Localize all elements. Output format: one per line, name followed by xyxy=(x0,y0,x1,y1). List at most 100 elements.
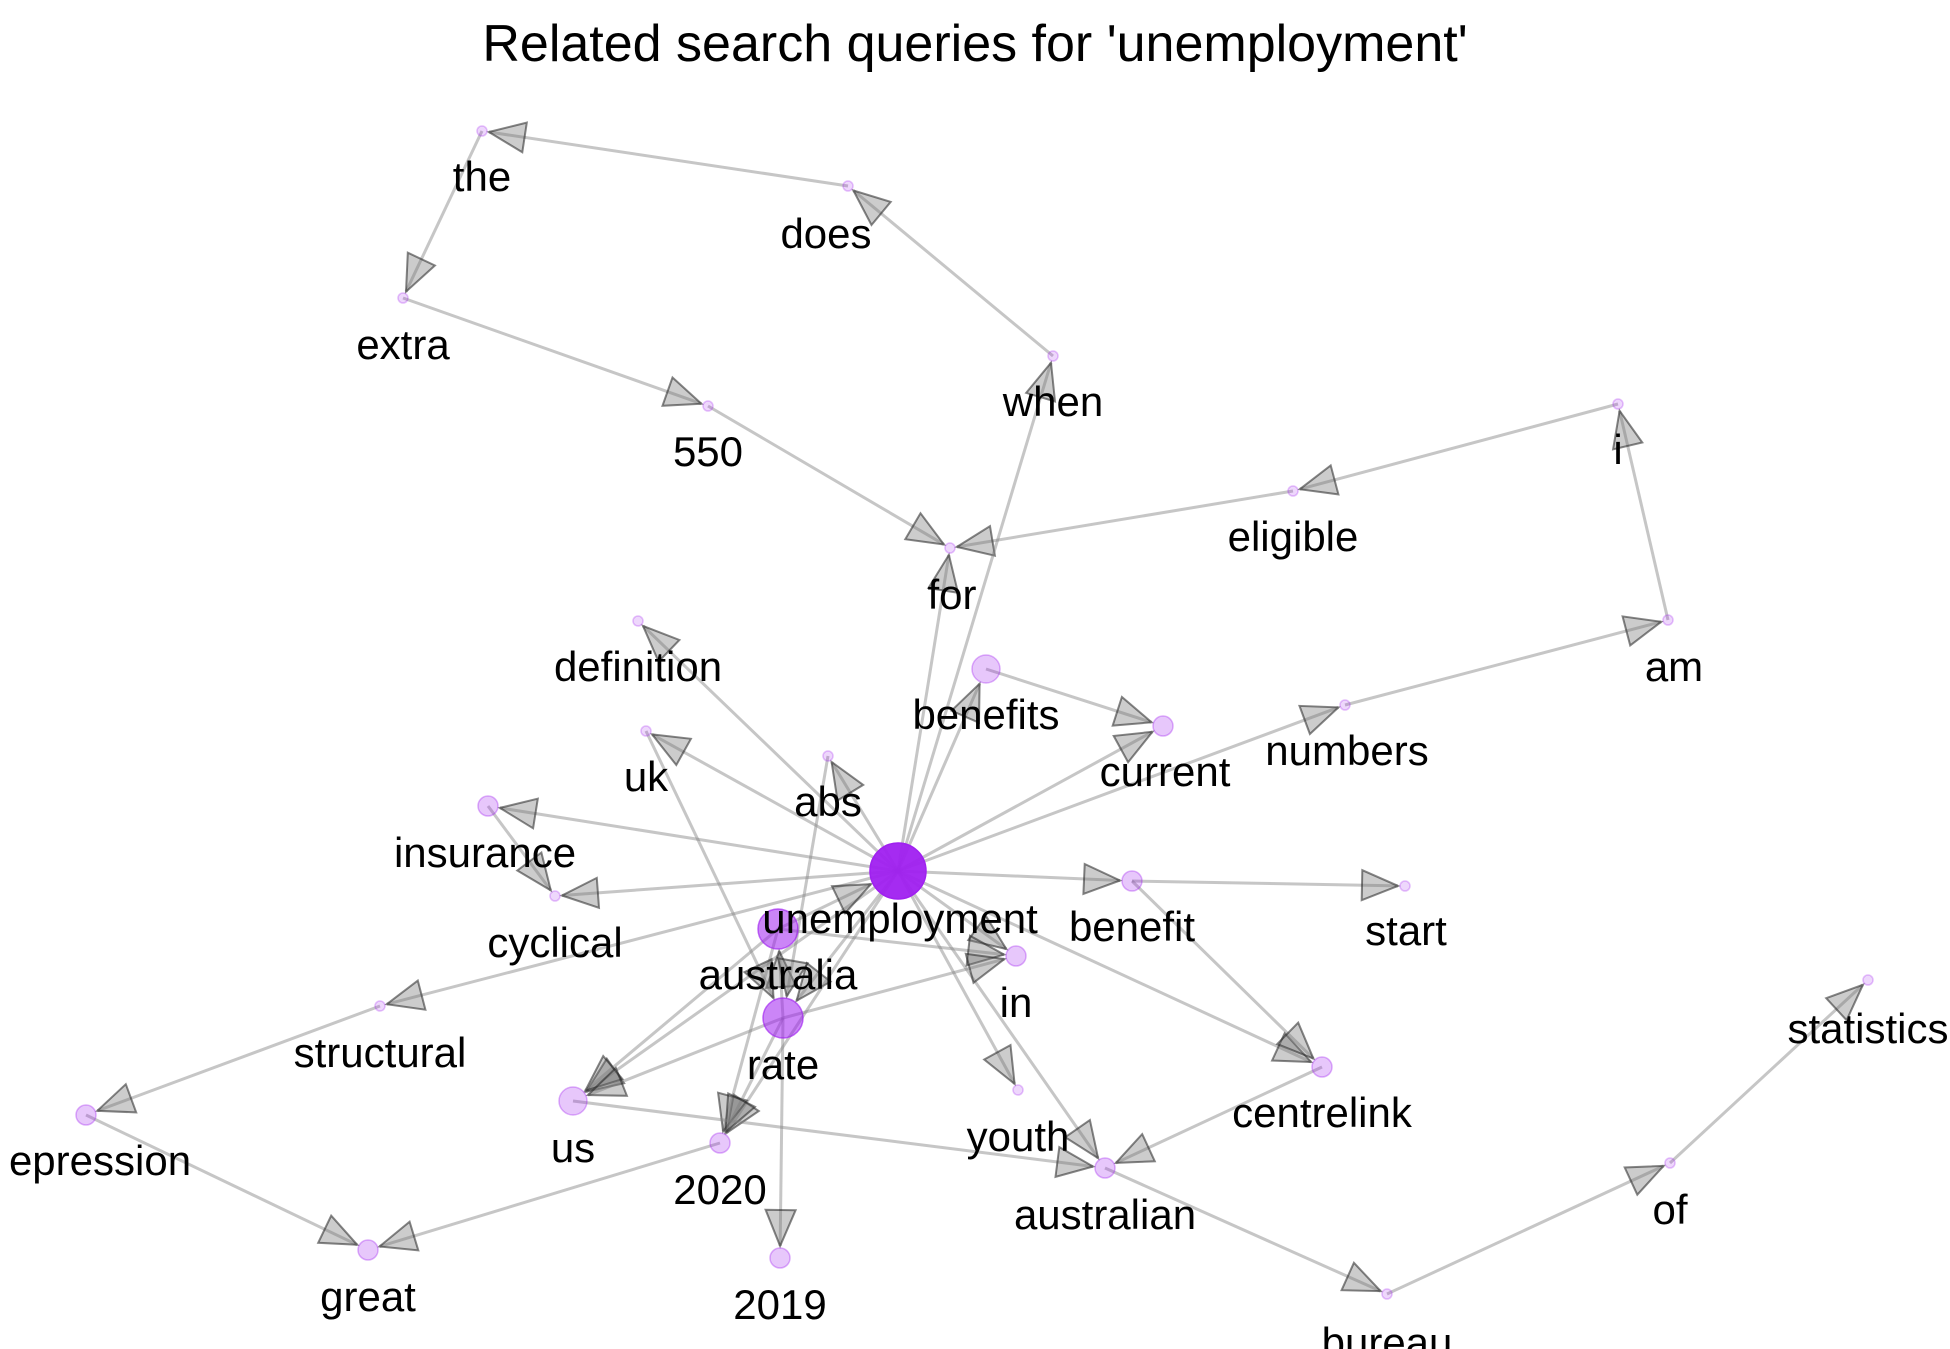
arrowhead-unemployment-for xyxy=(926,552,960,595)
arrowhead-rate-us xyxy=(585,1066,629,1097)
edge-us-australian xyxy=(572,1099,1094,1168)
edge-unemployment-centrelink xyxy=(897,869,1312,1064)
edge-unemployment-benefits xyxy=(896,683,981,872)
node-eligible xyxy=(1287,485,1299,497)
edge-does-the xyxy=(488,130,849,188)
edges-layer xyxy=(85,121,1865,1296)
edge-2020-great xyxy=(379,1141,721,1248)
node-insurance xyxy=(477,795,499,817)
node-numbers xyxy=(1339,699,1351,711)
edge-australia-us xyxy=(584,927,779,1092)
edge-australia-in xyxy=(777,927,1005,957)
arrowhead-australia-us xyxy=(583,1054,625,1093)
arrowhead-unemployment-current xyxy=(1112,730,1155,764)
node-label-when: when xyxy=(1002,378,1103,425)
arrowhead-numbers-am xyxy=(1621,615,1664,648)
node-label-extra: extra xyxy=(356,321,450,368)
node-great xyxy=(357,1239,379,1261)
edge-eligible-for xyxy=(956,489,1294,549)
node-does xyxy=(842,180,854,192)
node-label-does: does xyxy=(780,210,871,257)
node-label-unemployment: unemployment xyxy=(762,895,1038,942)
node-label-benefit: benefit xyxy=(1069,903,1195,950)
node-bureau xyxy=(1381,1288,1393,1300)
node-cyclical xyxy=(549,890,561,902)
node-depression xyxy=(75,1104,97,1126)
edge-extra-550 xyxy=(402,296,702,406)
arrowhead-when-does xyxy=(851,188,893,227)
arrowhead-rate-2019 xyxy=(764,1208,798,1249)
arrowhead-2020-great xyxy=(377,1219,420,1252)
node-the xyxy=(476,125,488,137)
edge-benefits-current xyxy=(985,667,1153,724)
edge-unemployment-benefit xyxy=(897,869,1121,882)
arrowhead-am-i xyxy=(1611,408,1644,451)
arrowhead-unemployment-numbers xyxy=(1298,704,1341,736)
arrowhead-unemployment-australian xyxy=(1063,1118,1100,1161)
arrowhead-does-the xyxy=(486,121,529,154)
arrowhead-depression-great xyxy=(316,1213,360,1246)
node-in xyxy=(1005,945,1027,967)
arrowhead-bureau-of xyxy=(1623,1164,1666,1197)
edge-i-eligible xyxy=(1299,402,1619,491)
edge-benefit-start xyxy=(1131,879,1399,888)
arrowhead-eligible-for xyxy=(954,524,997,558)
node-label-youth: youth xyxy=(967,1113,1070,1160)
edge-depression-great xyxy=(85,1113,358,1247)
node-label-insurance: insurance xyxy=(394,829,576,876)
edge-unemployment-structural xyxy=(386,869,899,1006)
arrowhead-unemployment-abs xyxy=(830,759,866,803)
edge-structural-depression xyxy=(96,1004,381,1113)
arrowhead-unemployment-youth xyxy=(982,1043,1016,1087)
arrowhead-benefit-start xyxy=(1360,868,1401,902)
node-definition xyxy=(632,615,644,627)
node-label-eligible: eligible xyxy=(1228,513,1359,560)
edge-550-for xyxy=(707,404,945,546)
arrowhead-centrelink-australian xyxy=(1113,1132,1157,1164)
edge-numbers-am xyxy=(1344,620,1662,707)
edge-unemployment-2020 xyxy=(725,870,900,1134)
node-uk xyxy=(640,725,652,737)
node-2019 xyxy=(769,1247,791,1269)
node-label-bureau: bureau xyxy=(1322,1319,1453,1349)
arrowhead-unemployment-structural xyxy=(384,978,427,1011)
node-2020 xyxy=(709,1132,731,1154)
edge-unemployment-definition xyxy=(642,624,900,873)
arrowhead-australia-unemployment xyxy=(830,882,874,915)
arrowhead-rate-2020 xyxy=(724,1091,757,1135)
node-i xyxy=(1612,398,1624,410)
arrowhead-australian-bureau xyxy=(1340,1261,1383,1293)
edge-unemployment-numbers xyxy=(897,706,1339,873)
edge-rate-in xyxy=(782,957,1005,1020)
arrowhead-us-australian xyxy=(1054,1145,1096,1179)
edge-abs-rate xyxy=(785,755,830,997)
node-label-current: current xyxy=(1100,748,1231,795)
node-label-uk: uk xyxy=(624,753,669,800)
node-label-benefits: benefits xyxy=(912,691,1059,738)
node-label-rate: rate xyxy=(747,1041,819,1088)
edge-centrelink-australian xyxy=(1115,1065,1323,1165)
node-label-2019: 2019 xyxy=(733,1281,826,1328)
node-label-depression: epression xyxy=(9,1137,191,1184)
arrowhead-insurance-cyclical xyxy=(515,850,553,893)
edge-rate-2020 xyxy=(724,1017,785,1133)
node-label-numbers: numbers xyxy=(1265,727,1428,774)
arrowhead-rate-in xyxy=(964,952,1007,985)
edge-rate-us xyxy=(587,1016,784,1097)
arrowhead-uk-rate xyxy=(742,957,775,1001)
edge-unemployment-when xyxy=(896,362,1053,872)
edge-bureau-of xyxy=(1386,1164,1665,1296)
node-abs xyxy=(822,750,834,762)
edge-unemployment-uk xyxy=(651,733,899,873)
node-label-of: of xyxy=(1652,1186,1687,1233)
arrowhead-550-for xyxy=(903,511,947,546)
node-label-for: for xyxy=(927,571,976,618)
node-am xyxy=(1662,614,1674,626)
node-unemployment xyxy=(869,842,927,900)
arrowhead-unemployment-benefit xyxy=(1082,862,1123,896)
node-label-am: am xyxy=(1645,643,1703,690)
node-label-cyclical: cyclical xyxy=(487,919,622,966)
arrowhead-benefit-centrelink xyxy=(1275,1020,1316,1061)
edge-the-extra xyxy=(404,130,484,293)
